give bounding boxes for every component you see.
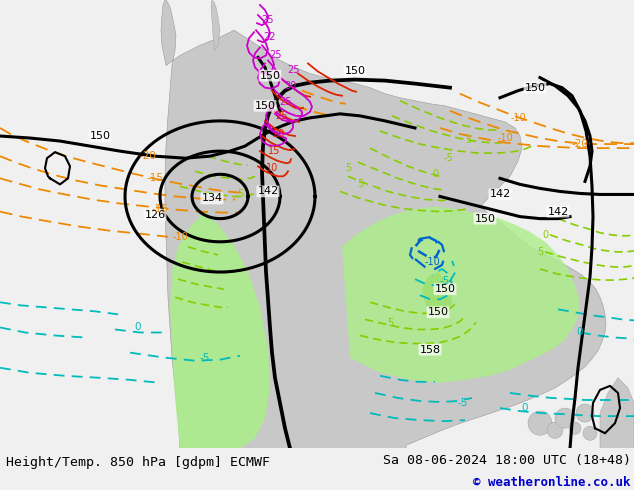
Text: 25: 25 (287, 65, 299, 74)
Text: 158: 158 (420, 344, 441, 355)
Circle shape (547, 422, 563, 438)
Text: 0: 0 (522, 403, 528, 413)
Text: -5: -5 (200, 353, 210, 363)
Polygon shape (170, 212, 270, 448)
Text: 150: 150 (474, 214, 496, 223)
Text: 5: 5 (465, 135, 471, 145)
Text: 25: 25 (279, 97, 291, 107)
Text: 150: 150 (254, 101, 276, 111)
Circle shape (569, 422, 581, 434)
Text: -10: -10 (497, 133, 513, 143)
Text: 150: 150 (89, 131, 110, 141)
Polygon shape (600, 378, 634, 448)
Text: Sa 08-06-2024 18:00 UTC (18+48): Sa 08-06-2024 18:00 UTC (18+48) (383, 454, 631, 466)
Text: 22: 22 (264, 32, 276, 42)
Text: 25: 25 (269, 50, 282, 60)
Text: -5: -5 (440, 276, 450, 286)
Text: 15: 15 (268, 146, 280, 156)
Text: 10: 10 (266, 163, 278, 173)
Circle shape (576, 404, 594, 422)
Text: 0: 0 (432, 170, 438, 179)
Circle shape (528, 411, 552, 435)
Polygon shape (422, 272, 452, 318)
Text: 150: 150 (259, 71, 280, 80)
Text: -10: -10 (172, 232, 188, 242)
Text: 0: 0 (577, 327, 583, 338)
Text: 126: 126 (145, 210, 165, 220)
Text: 142: 142 (257, 186, 278, 196)
Polygon shape (342, 207, 580, 383)
Text: Height/Temp. 850 hPa [gdpm] ECMWF: Height/Temp. 850 hPa [gdpm] ECMWF (6, 456, 270, 469)
Text: 150: 150 (434, 284, 455, 294)
Text: 25: 25 (276, 111, 288, 121)
Text: 150: 150 (524, 83, 545, 93)
Text: -15: -15 (146, 173, 164, 183)
Text: 134: 134 (202, 194, 223, 203)
Text: 0: 0 (542, 230, 548, 240)
Text: 142: 142 (547, 207, 569, 217)
Polygon shape (211, 0, 220, 50)
Text: -20: -20 (572, 139, 588, 149)
Text: 5: 5 (357, 179, 363, 189)
Text: -10: -10 (424, 257, 440, 267)
Text: 5: 5 (345, 163, 351, 173)
Text: 5: 5 (537, 247, 543, 257)
Text: 150: 150 (427, 307, 448, 318)
Text: 150: 150 (344, 66, 365, 75)
Text: -5: -5 (458, 398, 468, 408)
Text: © weatheronline.co.uk: © weatheronline.co.uk (474, 476, 631, 489)
Text: 142: 142 (489, 190, 510, 199)
Text: 20: 20 (272, 129, 284, 139)
Text: 5: 5 (237, 190, 243, 199)
Circle shape (555, 408, 575, 428)
Text: 25: 25 (261, 15, 273, 25)
Text: -10: -10 (510, 113, 526, 123)
Text: 0: 0 (135, 322, 141, 332)
Text: -5: -5 (443, 153, 453, 163)
Text: 5: 5 (387, 318, 393, 328)
Text: -20: -20 (139, 151, 157, 161)
Polygon shape (161, 0, 606, 448)
Circle shape (583, 426, 597, 441)
Text: 30: 30 (284, 81, 296, 91)
Text: -15: -15 (152, 203, 169, 214)
